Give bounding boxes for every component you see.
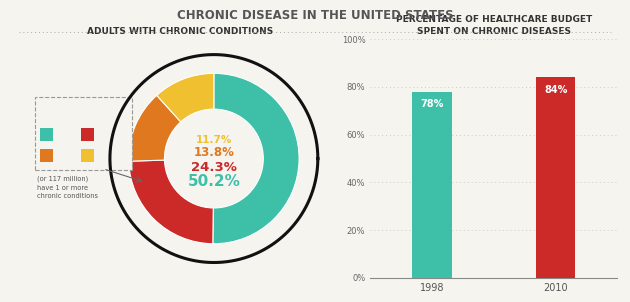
Text: 1: 1 [99, 130, 103, 139]
Title: PERCENTAGE OF HEALTHCARE BUDGET
SPENT ON CHRONIC DISEASES: PERCENTAGE OF HEALTHCARE BUDGET SPENT ON… [396, 15, 592, 36]
Text: 11.7%: 11.7% [196, 135, 232, 145]
Bar [536, 77, 575, 278]
Text: 2: 2 [58, 151, 63, 160]
FancyBboxPatch shape [35, 97, 132, 170]
Bar [81, 149, 94, 162]
Bar [412, 92, 452, 278]
Text: 84%: 84% [544, 85, 567, 95]
Wedge shape [129, 95, 181, 161]
Wedge shape [213, 73, 299, 244]
Text: 49.8%: 49.8% [37, 159, 80, 172]
Text: 13.8%: 13.8% [193, 146, 234, 159]
Text: CHRONIC DISEASE IN THE UNITED STATES: CHRONIC DISEASE IN THE UNITED STATES [176, 9, 454, 22]
Wedge shape [157, 73, 214, 122]
Bar [40, 128, 53, 141]
Bar [81, 128, 94, 141]
Text: 50.2%: 50.2% [188, 174, 240, 189]
Title: ADULTS WITH CHRONIC CONDITIONS: ADULTS WITH CHRONIC CONDITIONS [87, 27, 273, 36]
Text: Number of
Chronic Conditions: Number of Chronic Conditions [54, 105, 113, 117]
Text: 0: 0 [58, 130, 63, 139]
Text: 24.3%: 24.3% [191, 161, 237, 174]
Text: 78%: 78% [420, 99, 444, 109]
Text: 3+: 3+ [99, 151, 110, 160]
Text: (or 117 million)
have 1 or more
chronic conditions: (or 117 million) have 1 or more chronic … [37, 175, 98, 199]
Bar [40, 149, 53, 162]
Wedge shape [129, 160, 213, 244]
